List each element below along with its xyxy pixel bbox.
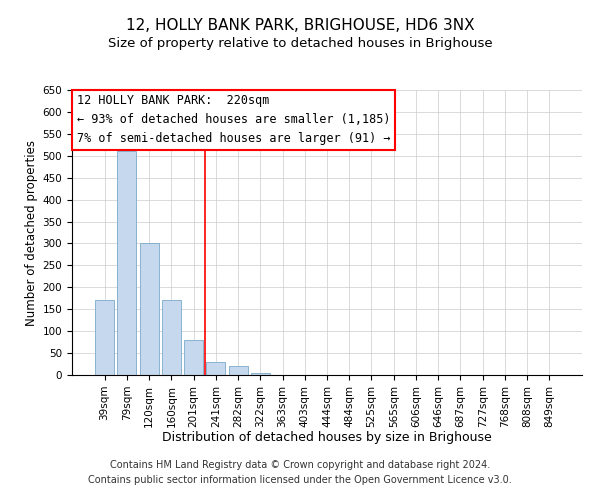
Text: 12 HOLLY BANK PARK:  220sqm
← 93% of detached houses are smaller (1,185)
7% of s: 12 HOLLY BANK PARK: 220sqm ← 93% of deta… — [77, 94, 391, 146]
Bar — [206, 362, 225, 375]
X-axis label: Distribution of detached houses by size in Brighouse: Distribution of detached houses by size … — [162, 431, 492, 444]
Text: 12, HOLLY BANK PARK, BRIGHOUSE, HD6 3NX: 12, HOLLY BANK PARK, BRIGHOUSE, HD6 3NX — [125, 18, 475, 32]
Bar — [162, 300, 181, 375]
Bar — [229, 366, 248, 375]
Text: Contains HM Land Registry data © Crown copyright and database right 2024.
Contai: Contains HM Land Registry data © Crown c… — [88, 460, 512, 485]
Text: Size of property relative to detached houses in Brighouse: Size of property relative to detached ho… — [107, 38, 493, 51]
Bar — [184, 340, 203, 375]
Bar — [95, 300, 114, 375]
Bar — [118, 152, 136, 375]
Y-axis label: Number of detached properties: Number of detached properties — [25, 140, 38, 326]
Bar — [251, 373, 270, 375]
Bar — [140, 244, 158, 375]
